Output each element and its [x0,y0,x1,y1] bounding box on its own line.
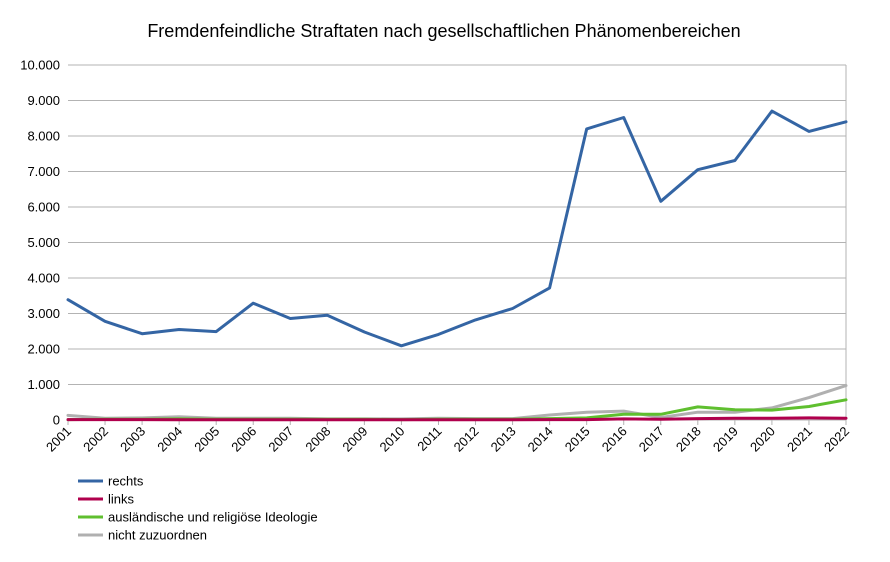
x-tick-label: 2012 [451,424,482,455]
x-tick-label: 2007 [265,424,296,455]
y-tick-label: 9.000 [27,93,60,108]
x-tick-label: 2020 [747,424,778,455]
y-axis-ticks: 0 1.000 2.000 3.000 4.000 5.000 6.000 7.000 8.00… [20,58,60,428]
y-tick-label: 5.000 [27,235,60,250]
x-tick-label: 2014 [525,424,556,455]
y-tick-label: 7.000 [27,164,60,179]
y-tick-label: 8.000 [27,129,60,144]
x-tick-label: 2010 [376,424,407,455]
x-tick-label: 2005 [191,424,222,455]
x-tick-label: 2001 [43,424,74,455]
legend-label: nicht zuzuordnen [108,528,207,543]
x-tick-label: 2022 [821,424,852,455]
y-tick-label: 4.000 [27,271,60,286]
series-lines [66,109,848,422]
x-tick-label: 2008 [302,424,333,455]
chart-title: Fremdenfeindliche Straftaten nach gesell… [147,21,740,41]
series-line-1 [66,416,848,422]
x-tick-label: 2016 [599,424,630,455]
x-tick-label: 2019 [710,424,741,455]
x-tick-label: 2002 [80,424,111,455]
series-line-0 [66,109,848,348]
legend-label: ausländische und religiöse Ideologie [108,510,318,525]
x-tick-label: 2009 [339,424,370,455]
y-tick-label: 10.000 [20,58,60,73]
legend-label: rechts [108,474,144,489]
x-tick-label: 2013 [488,424,519,455]
x-tick-label: 2021 [784,424,815,455]
x-tick-label: 2011 [414,424,444,454]
x-tick-label: 2017 [636,424,667,455]
y-tick-label: 0 [53,413,60,428]
series-line-3 [66,384,848,421]
legend-label: links [108,492,135,507]
x-tick-label: 2018 [673,424,704,455]
x-tick-label: 2015 [562,424,593,455]
x-tick-label: 2003 [117,424,148,455]
x-axis-ticks: 2001 2002 2003 2004 2005 2006 2007 2008 2009 2010… [43,420,852,455]
y-tick-label: 3.000 [27,306,60,321]
x-tick-label: 2006 [228,424,259,455]
gridlines [68,64,847,421]
legend: rechts links ausländische und religiöse Id… [78,474,318,543]
y-tick-label: 6.000 [27,200,60,215]
x-tick-label: 2004 [154,424,185,455]
y-tick-label: 1.000 [27,377,60,392]
y-tick-label: 2.000 [27,342,60,357]
